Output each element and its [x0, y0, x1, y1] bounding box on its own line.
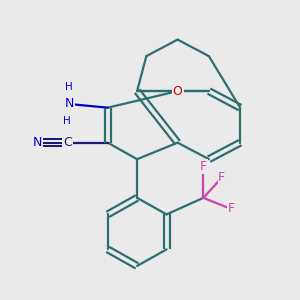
- Text: C: C: [63, 136, 72, 149]
- Text: N: N: [33, 136, 42, 149]
- Text: O: O: [173, 85, 182, 98]
- Text: H: H: [65, 82, 73, 92]
- Text: F: F: [218, 171, 225, 184]
- Text: N: N: [64, 98, 74, 110]
- Text: F: F: [227, 202, 235, 215]
- Text: H: H: [63, 116, 71, 126]
- Text: F: F: [200, 160, 207, 173]
